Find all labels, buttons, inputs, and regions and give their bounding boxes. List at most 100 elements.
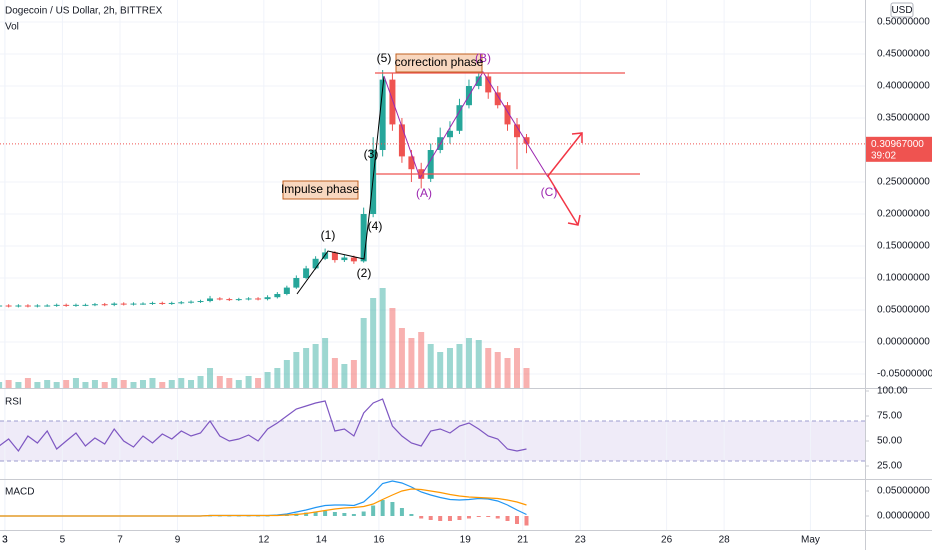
y-tick-label: 0.15000000 [877, 241, 930, 252]
histogram-bar [495, 516, 500, 519]
impulse-wave [296, 75, 385, 295]
volume-bar [370, 298, 377, 388]
volume-bar [303, 348, 310, 388]
histogram-bar [409, 514, 414, 516]
x-tick-label: 9 [175, 535, 181, 546]
candle-body [427, 150, 434, 179]
volume-bar [408, 338, 415, 388]
y-tick-label: 0.10000000 [877, 273, 930, 284]
y-tick-label: 25.00 [877, 461, 902, 472]
wave-label: (3) [364, 147, 379, 161]
volume-bar [398, 328, 405, 388]
x-tick-label: 16 [373, 535, 385, 546]
candle-body [255, 298, 262, 300]
candle-body [350, 257, 357, 262]
histogram-bar [419, 516, 424, 519]
volume-bar [149, 378, 156, 388]
last-price-label: 0.30967000 [871, 139, 924, 150]
y-tick-label: 0.50000000 [877, 17, 930, 28]
candle-body [485, 76, 492, 93]
wave-label: (5) [377, 51, 392, 65]
wave-label: (4) [368, 219, 383, 233]
candle-body [360, 213, 367, 262]
y-tick-label: 75.00 [877, 411, 902, 422]
candle-body [197, 301, 204, 303]
candle-body [293, 277, 300, 288]
candle-body [207, 298, 214, 302]
arrow-head [567, 214, 581, 226]
candle-body [235, 299, 242, 301]
histogram-bar [399, 508, 404, 516]
marks [0, 0, 869, 531]
y-tick-label: 0.20000000 [877, 209, 930, 220]
candle-body [245, 298, 252, 300]
volume-bar [24, 378, 31, 388]
volume-bar [389, 308, 396, 388]
volume-bar [255, 378, 262, 388]
arrow-up [547, 132, 583, 177]
x-tick-label: 3 [2, 535, 8, 546]
candle-body [446, 130, 453, 138]
x-tick-label: 7 [117, 535, 123, 546]
histogram-bar [438, 516, 443, 521]
candle-body [408, 156, 415, 170]
wave-label: (C) [541, 185, 558, 199]
volume-bar [331, 358, 338, 388]
histogram-bar [447, 516, 452, 521]
histogram-bar [466, 516, 471, 519]
volume-bar [293, 352, 300, 388]
histogram-bar [265, 516, 270, 517]
histogram-bar [236, 516, 241, 517]
histogram-bar [227, 516, 232, 517]
x-tick-label: 5 [60, 535, 66, 546]
volume-bar [188, 380, 195, 388]
candle-body [283, 287, 290, 294]
candle-body [111, 303, 118, 305]
histogram-bar [476, 516, 481, 517]
histogram-bar [342, 513, 347, 516]
candle-body [456, 105, 463, 131]
y-tick-label: 0.05000000 [877, 305, 930, 316]
candle-body [389, 79, 396, 125]
histogram-bar [390, 502, 395, 516]
volume-bar [283, 360, 290, 388]
y-tick-label: 100.00 [877, 386, 908, 397]
volume-bar [465, 338, 472, 388]
candle-body [5, 305, 12, 307]
signal-line [0, 488, 527, 517]
candle-body [34, 305, 41, 307]
histogram-bar [351, 514, 356, 516]
y-tick-label: 0.35000000 [877, 113, 930, 124]
candle-body [44, 305, 51, 307]
volume-bar [341, 364, 348, 388]
arrow-down [547, 175, 579, 226]
label-box [282, 180, 359, 200]
histogram-bar [457, 516, 462, 520]
histogram-bar [246, 516, 251, 517]
volume-bar [235, 380, 242, 388]
arrow-head [571, 132, 583, 143]
candle-body [63, 304, 70, 306]
last-price-box [866, 136, 932, 162]
candle-body [312, 258, 319, 269]
volume-bar [427, 344, 434, 388]
histogram-bar [332, 512, 337, 516]
volume-label: Vol [5, 22, 19, 33]
candle-body [504, 105, 511, 125]
phase-label: Impulse phase [281, 182, 359, 196]
volume-bar [130, 382, 137, 388]
volume-bar [197, 376, 204, 388]
currency[interactable]: USD [891, 5, 912, 16]
volume-bar [274, 368, 281, 388]
candle-body [149, 302, 156, 304]
volume-bar [53, 382, 60, 388]
label-box [395, 53, 483, 73]
volume-bar [485, 348, 492, 388]
rsi-line [0, 398, 527, 453]
candle-body [274, 293, 281, 298]
volume-bar [245, 376, 252, 388]
currency-box[interactable] [890, 2, 914, 18]
volume-bar [350, 360, 357, 388]
